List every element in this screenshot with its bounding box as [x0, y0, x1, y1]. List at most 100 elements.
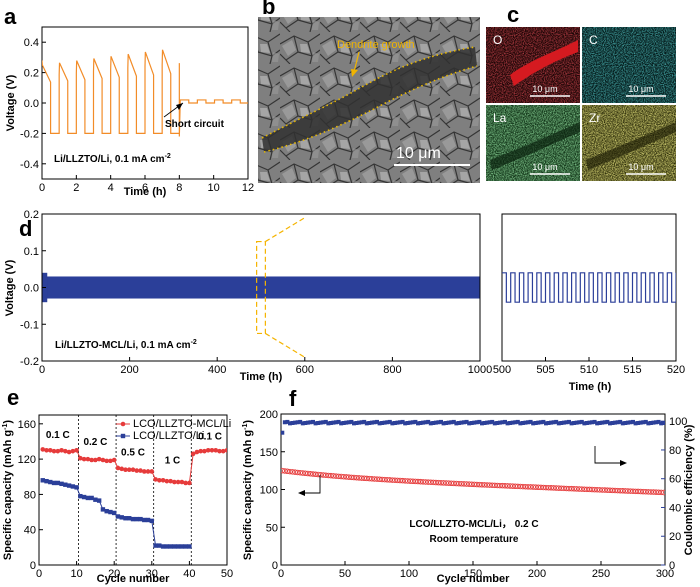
ce-point: [293, 420, 298, 425]
ce-point: [282, 420, 287, 425]
capacity-point: [379, 476, 385, 483]
panel-f-xtick-label: 250: [592, 568, 610, 580]
panel-e-point-bare: [93, 497, 98, 502]
panel-e-xtick-label: 0: [36, 568, 42, 580]
ce-point: [421, 420, 426, 425]
capacity-point: [445, 480, 452, 486]
panel-f: f 0 50 100 150 200 250 30020015010050010080604…: [242, 386, 695, 585]
capacity-point: [289, 469, 296, 475]
capacity-point: [658, 489, 664, 496]
panel-e-point-bare: [183, 544, 188, 549]
legend-entry: LCO/LLZTO/Li: [133, 430, 204, 442]
ce-point: [375, 419, 379, 424]
ce-point: [564, 420, 569, 425]
capacity-point: [520, 483, 526, 490]
panel-e-point-bare: [149, 518, 154, 524]
panel-d-ytick-label: -0.1: [20, 319, 39, 331]
ce-point: [413, 419, 418, 424]
panel-d-inset-xtick-label: 505: [536, 364, 554, 376]
ce-point: [590, 420, 595, 425]
capacity-point: [428, 479, 434, 485]
panel-e-ytick-label: 160: [18, 419, 36, 431]
zoom-indicator: [256, 217, 306, 358]
panel-e-point-mcl: [213, 447, 219, 453]
panel-e: e 0 10 20 30 40 50 160 120 80 40 0 0.1 C 0.2 C 0.5 C…: [2, 385, 233, 585]
ce-point: [349, 419, 354, 424]
ce-point: [495, 420, 500, 425]
dendrite-arrow: [353, 51, 360, 73]
panel-e-frame: [38, 414, 228, 566]
capacity-point: [474, 481, 480, 488]
panel-d-xtick-label: 800: [383, 364, 401, 376]
ce-point: [469, 420, 474, 425]
ce-point: [308, 420, 313, 425]
short-circuit-label: Short circuit: [165, 119, 225, 130]
capacity-point: [617, 487, 623, 494]
panel-a-xtick-label: 8: [176, 182, 182, 194]
panel-a-xtick-label: 12: [242, 182, 254, 194]
ce-point: [462, 420, 467, 425]
panel-c: c O 10 μm C 10 μm La 10 μm Zr 10 μm: [486, 2, 676, 181]
capacity-point: [407, 478, 414, 484]
capacity-point: [374, 476, 380, 482]
capacity-point: [422, 479, 429, 485]
ce-point: [415, 421, 420, 426]
capacity-point: [625, 488, 631, 494]
ce-point: [528, 419, 533, 424]
capacity-point: [320, 472, 326, 478]
panel-e-point-mcl: [47, 447, 53, 453]
panel-d-xtick-label: 200: [120, 364, 138, 376]
panel-e-point-bare: [175, 544, 181, 549]
capacity-point: [609, 487, 616, 494]
panel-d-xlabel: Time (h): [240, 371, 283, 383]
panel-f-left-ytick-label: 50: [266, 522, 278, 534]
ce-point: [334, 420, 339, 425]
ce-point: [477, 419, 482, 424]
ce-point: [467, 421, 472, 426]
capacity-point: [282, 468, 288, 474]
panel-a-ytick-label: 0.2: [24, 68, 39, 80]
capacity-point: [325, 472, 332, 479]
panel-e-point-bare: [160, 544, 166, 549]
panel-e-point-mcl: [164, 478, 170, 484]
capacity-point: [507, 483, 513, 489]
capacity-point: [410, 478, 416, 485]
capacity-point: [604, 487, 611, 493]
panel-e-point-mcl: [194, 449, 200, 455]
panel-e-point-mcl: [134, 468, 140, 473]
legend-entry: LCO/LLZTO-MCL/Li: [133, 418, 231, 430]
capacity-point: [420, 479, 426, 485]
capacity-point: [453, 480, 460, 487]
ce-point: [444, 420, 449, 425]
ce-point: [651, 420, 656, 425]
panel-e-point-mcl: [179, 479, 185, 485]
ce-point: [428, 421, 433, 426]
rate-label: 0.5 C: [121, 448, 145, 459]
panel-e-point-bare: [164, 544, 170, 549]
capacity-point: [620, 488, 626, 494]
panel-e-point-mcl: [96, 456, 102, 462]
ce-point: [602, 420, 607, 425]
ce-point: [569, 421, 574, 426]
capacity-point: [364, 475, 370, 482]
ce-point: [546, 420, 551, 425]
dendrite-arrowhead: [351, 69, 358, 77]
ce-point: [454, 421, 459, 426]
panel-a-xtick-label: 10: [208, 182, 220, 194]
panel-e-point-mcl: [126, 467, 132, 473]
capacity-point: [358, 475, 365, 481]
ce-point: [446, 420, 451, 425]
panel-e-xlabel: Cycle number: [97, 573, 170, 585]
panel-d: d 0 200 400 600 800 1000 0.2 0.1 0.0 -0.1 -0.2 Tim…: [4, 209, 685, 393]
panel-e-point-bare: [78, 493, 83, 499]
capacity-point: [540, 484, 547, 491]
ce-point: [303, 420, 308, 425]
panel-e-point-bare: [81, 494, 87, 500]
ce-point: [328, 420, 333, 425]
panel-f-ylabel-left: Specific capacity (mAh g-1): [242, 420, 254, 560]
panel-e-point-bare: [74, 485, 79, 490]
eds-label-zr: Zr: [589, 111, 600, 125]
ce-point: [369, 420, 374, 425]
capacity-point: [543, 484, 549, 491]
